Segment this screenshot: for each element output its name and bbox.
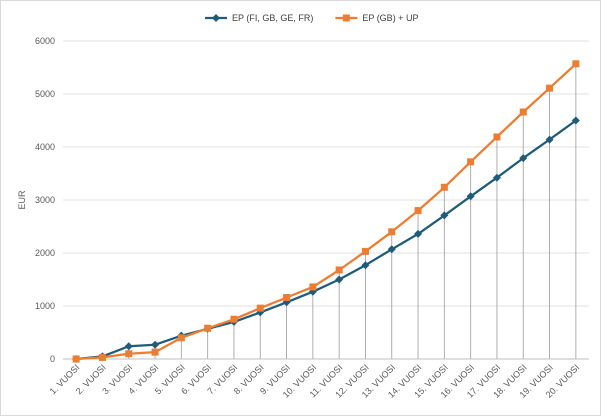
data-point [309,283,317,291]
data-point [519,108,527,116]
data-point [519,154,528,163]
data-point [151,348,159,356]
data-point [230,315,238,323]
data-point [467,158,475,166]
series-2 [72,60,580,363]
data-point [388,228,396,236]
data-point [493,133,501,141]
series-line [76,62,577,361]
legend-label: EP (FI, GB, GE, FR) [232,13,313,23]
data-point [387,245,396,254]
data-point [335,275,344,284]
y-tick-label: 1000 [35,301,55,311]
legend-marker [342,14,350,22]
data-point [283,294,291,302]
data-point [545,135,554,144]
data-point [361,247,369,255]
legend-item-1: EP (FI, GB, GE, FR) [205,13,313,23]
data-point [125,350,133,358]
y-axis: 0 1000 2000 3000 4000 5000 6000 [35,36,55,364]
series-1 [72,116,580,363]
legend-item-2: EP (GB) + UP [335,13,418,23]
y-tick-label: 3000 [35,195,55,205]
data-point [492,173,501,182]
data-point [98,353,106,361]
gridlines [63,40,589,360]
data-point [440,183,448,191]
data-point [124,342,133,351]
data-point [204,324,212,332]
data-point [361,261,370,270]
series-layer [72,60,580,363]
y-tick-label: 0 [50,354,55,364]
data-point [440,211,449,220]
series-line [76,119,577,361]
legend: EP (FI, GB, GE, FR) EP (GB) + UP [205,13,418,23]
y-tick-label: 4000 [35,142,55,152]
y-axis-title: EUR [17,190,27,210]
legend-label: EP (GB) + UP [362,13,418,23]
data-point [466,192,475,201]
data-point [571,116,580,125]
y-tick-label: 2000 [35,248,55,258]
data-point [72,355,80,363]
data-point [335,266,343,274]
data-point [151,340,160,349]
data-point [414,229,423,238]
y-tick-label: 6000 [35,36,55,46]
data-point [177,334,185,342]
y-tick-label: 5000 [35,89,55,99]
legend-marker [212,14,220,22]
data-point [572,60,580,68]
drop-lines [101,63,577,359]
data-point [256,304,264,312]
data-point [546,84,554,92]
data-point [414,207,422,215]
